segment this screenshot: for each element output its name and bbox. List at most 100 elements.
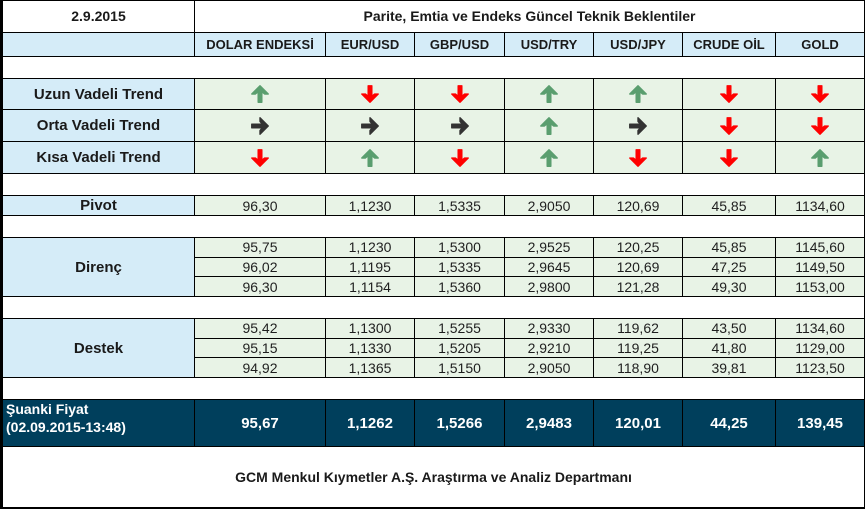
direnc-column: 1,5300 1,5335 1,5360 [415, 238, 505, 296]
current-price-value: 1,5266 [415, 400, 505, 446]
destek-value: 119,25 [594, 339, 682, 359]
column-header: USD/JPY [594, 33, 683, 56]
arrow-down-icon [718, 115, 740, 137]
direnc-column: 2,9525 2,9645 2,9800 [505, 238, 594, 296]
direnc-value: 47,25 [683, 258, 775, 278]
current-price-title: Şuanki Fiyat [6, 401, 89, 417]
destek-value: 119,62 [594, 319, 682, 339]
trend-cell [326, 142, 415, 173]
destek-value: 39,81 [711, 359, 747, 376]
pivot-value: 1134,60 [776, 196, 864, 215]
direnc-value: 120,25 [594, 238, 682, 258]
direnc-label: Direnç [3, 238, 195, 296]
trend-row: Orta Vadeli Trend [3, 110, 864, 142]
trend-cell [415, 79, 505, 109]
arrow-down-icon [809, 83, 831, 105]
arrow-up-icon [249, 83, 271, 105]
direnc-value: 1153,00 [795, 278, 845, 295]
arrow-down-icon [718, 83, 740, 105]
arrow-down-icon [449, 83, 471, 105]
pivot-label: Pivot [3, 196, 195, 215]
current-price-value: 95,67 [195, 400, 326, 446]
trend-cell [505, 79, 594, 109]
arrow-up-icon [809, 147, 831, 169]
destek-column: 1134,60 1129,00 1123,50 [776, 319, 864, 377]
column-header: GBP/USD [415, 33, 505, 56]
arrow-down-icon [359, 83, 381, 105]
current-price-value: 2,9483 [505, 400, 594, 446]
destek-column: 95,42 95,15 94,92 [195, 319, 326, 377]
column-header-row: DOLAR ENDEKSİ EUR/USD GBP/USD USD/TRY US… [3, 33, 864, 57]
current-price-value: 1,1262 [326, 400, 415, 446]
arrow-up-icon [538, 83, 560, 105]
destek-column: 43,50 41,80 39,81 [683, 319, 776, 377]
direnc-column: 120,25 120,69 121,28 [594, 238, 683, 296]
trend-cell [326, 79, 415, 109]
current-price-value: 120,01 [594, 400, 683, 446]
pivot-value: 1,1230 [326, 196, 415, 215]
column-header: EUR/USD [326, 33, 415, 56]
direnc-value: 120,69 [594, 258, 682, 278]
arrow-right-icon [627, 115, 649, 137]
column-header: GOLD [801, 37, 839, 52]
current-price-row: Şuanki Fiyat (02.09.2015-13:48) 95,67 1,… [3, 399, 864, 447]
trend-label: Uzun Vadeli Trend [3, 79, 195, 109]
column-header: DOLAR ENDEKSİ [195, 33, 326, 56]
direnc-column: 1145,60 1149,50 1153,00 [776, 238, 864, 296]
trend-cell [776, 79, 864, 109]
trend-cell [776, 142, 864, 173]
trend-cell [326, 110, 415, 141]
current-price-label: Şuanki Fiyat (02.09.2015-13:48) [3, 400, 195, 446]
destek-value: 1,1300 [326, 319, 414, 339]
direnc-value: 1,1195 [326, 258, 414, 278]
direnc-value: 2,9525 [505, 238, 593, 258]
destek-value: 1,5205 [415, 339, 504, 359]
destek-value: 2,9050 [527, 359, 571, 376]
trend-cell [594, 110, 683, 141]
trend-cell [505, 110, 594, 141]
trend-cell [683, 79, 776, 109]
trend-cell [776, 110, 864, 141]
direnc-value: 2,9800 [527, 278, 571, 295]
destek-value: 43,50 [683, 319, 775, 339]
arrow-down-icon [627, 147, 649, 169]
pivot-value: 96,30 [195, 196, 326, 215]
trend-cell [195, 79, 326, 109]
trend-cell [594, 79, 683, 109]
destek-value: 118,90 [617, 359, 659, 376]
header-corner [3, 33, 195, 56]
report-title: Parite, Emtia ve Endeks Güncel Teknik Be… [363, 8, 696, 24]
destek-value: 2,9210 [505, 339, 593, 359]
pivot-value: 45,85 [683, 196, 776, 215]
direnc-value: 1,5335 [415, 258, 504, 278]
destek-value: 94,92 [242, 359, 278, 376]
trend-cell [505, 142, 594, 173]
direnc-column: 95,75 96,02 96,30 [195, 238, 326, 296]
pivot-row: Pivot 96,30 1,1230 1,5335 2,9050 120,69 … [3, 195, 864, 216]
direnc-block: Direnç 95,75 96,02 96,30 1,1230 1,1195 1,115… [3, 237, 864, 297]
destek-label: Destek [3, 319, 195, 377]
destek-value: 1134,60 [776, 319, 864, 339]
pivot-value: 120,69 [594, 196, 683, 215]
destek-value: 1,5150 [438, 359, 481, 376]
arrow-up-icon [538, 147, 560, 169]
direnc-value: 2,9645 [505, 258, 593, 278]
arrow-up-icon [538, 115, 560, 137]
destek-value: 1,1330 [326, 339, 414, 359]
destek-value: 41,80 [683, 339, 775, 359]
destek-column: 1,5255 1,5205 1,5150 [415, 319, 505, 377]
report-date: 2.9.2015 [3, 0, 195, 32]
trend-cell [415, 110, 505, 141]
trend-cell [683, 142, 776, 173]
arrow-down-icon [249, 147, 271, 169]
trend-cell [594, 142, 683, 173]
direnc-value: 96,30 [242, 278, 278, 295]
direnc-value: 1,1230 [326, 238, 414, 258]
title-row: 2.9.2015 Parite, Emtia ve Endeks Güncel … [3, 0, 864, 33]
direnc-value: 95,75 [195, 238, 325, 258]
current-price-value: 139,45 [797, 414, 843, 432]
column-header: CRUDE OİL [683, 33, 776, 56]
current-price-value: 44,25 [683, 400, 776, 446]
destek-value: 1,1365 [348, 359, 392, 376]
destek-value: 1123,50 [795, 359, 845, 376]
